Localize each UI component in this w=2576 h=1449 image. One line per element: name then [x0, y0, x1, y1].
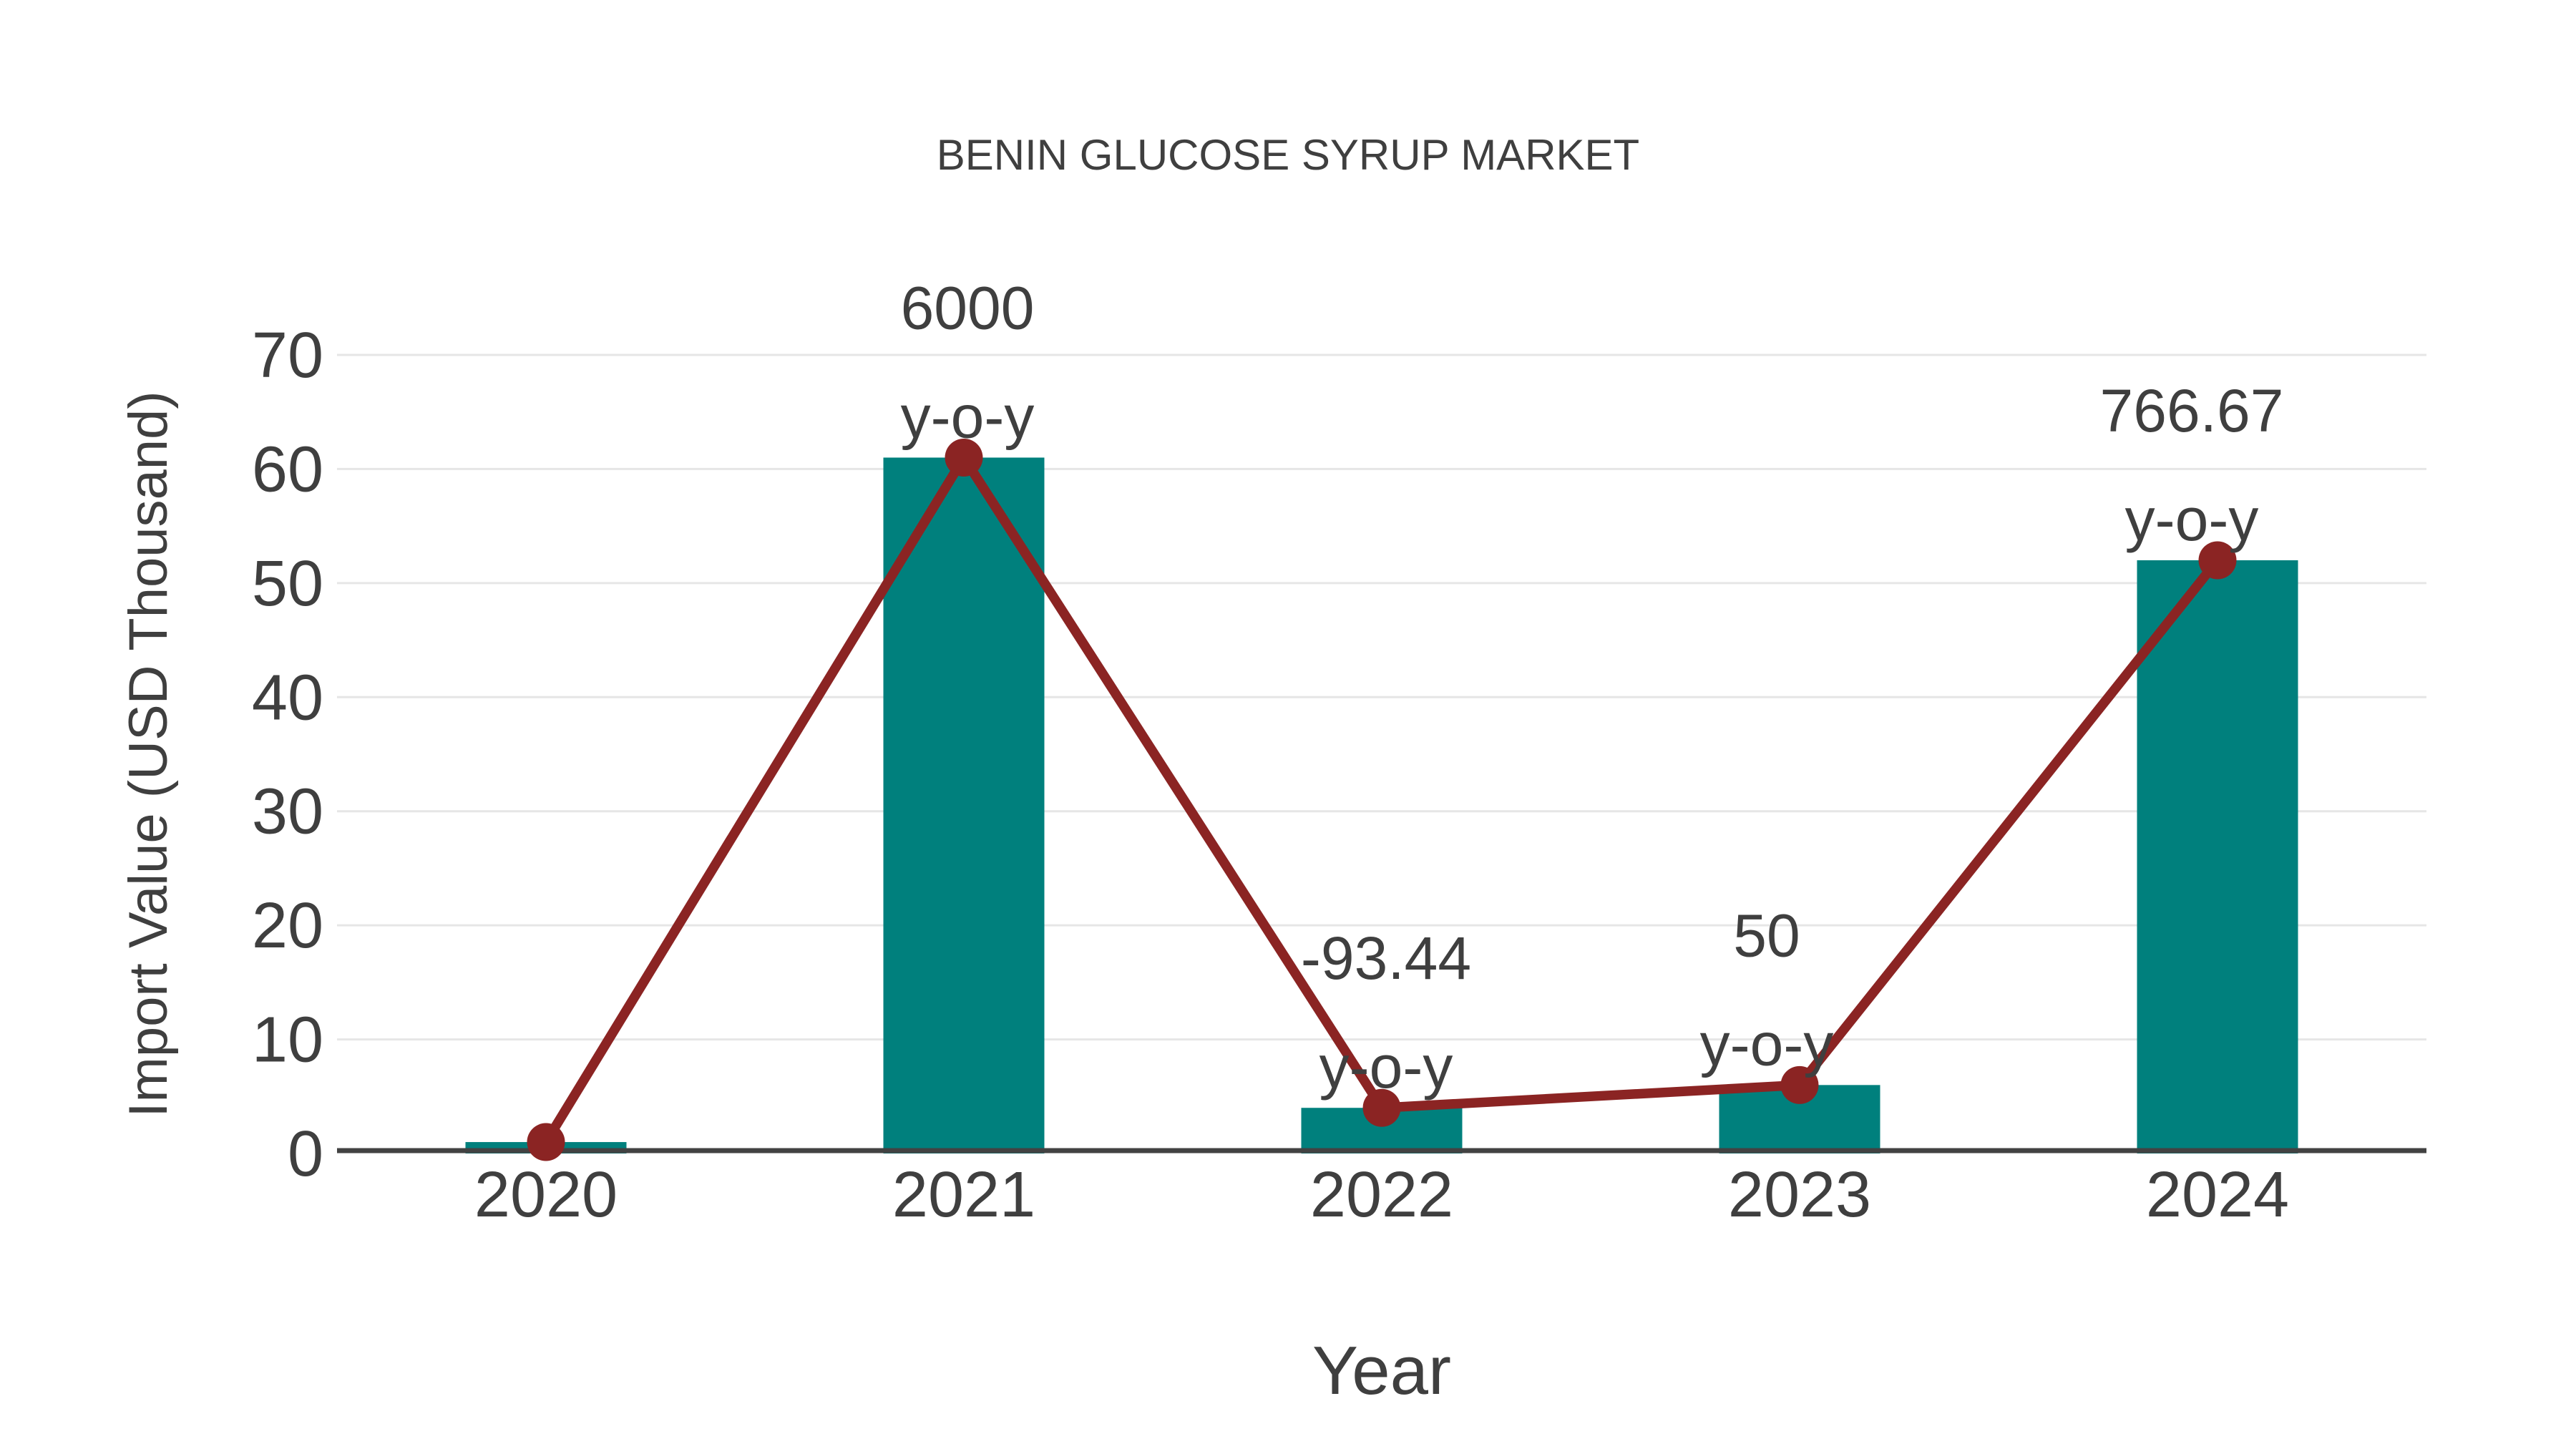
annotation-2024-label: y-o-y	[2125, 486, 2259, 553]
y-tick-labels: 0 10 20 30 40 50 60 70	[252, 320, 323, 1190]
x-tick-labels: 2020 2021 2022 2023 2024	[474, 1159, 2289, 1231]
marker-2022	[1362, 1088, 1401, 1127]
annotation-2022-label: y-o-y	[1319, 1033, 1453, 1101]
y-tick-0: 0	[288, 1118, 323, 1190]
gridlines	[337, 353, 2426, 1041]
line-series	[527, 438, 2237, 1161]
y-tick-70: 70	[252, 320, 323, 391]
annotation-2022-value: -93.44	[1301, 924, 1471, 992]
y-axis-title: Import Value (USD Thousand)	[118, 391, 179, 1117]
marker-2021	[945, 438, 983, 477]
y-tick-10: 10	[252, 1005, 323, 1076]
x-tick-2022: 2022	[1310, 1159, 1453, 1231]
bar-2024	[2137, 560, 2298, 1153]
marker-2024	[2198, 541, 2237, 580]
annotation-2023-label: y-o-y	[1700, 1010, 1834, 1078]
bar-series	[465, 457, 2298, 1153]
marker-2023	[1780, 1065, 1819, 1104]
annotation-2023-value: 50	[1733, 902, 1800, 969]
annotation-2021-value: 6000	[901, 274, 1035, 341]
annotations: 6000 y-o-y -93.44 y-o-y 50 y-o-y 766.67 y-o-y	[901, 274, 2284, 1101]
x-tick-2021: 2021	[892, 1159, 1035, 1231]
y-tick-40: 40	[252, 662, 323, 733]
annotation-2024-value: 766.67	[2100, 377, 2284, 444]
x-tick-2024: 2024	[2146, 1159, 2289, 1231]
x-tick-2023: 2023	[1728, 1159, 1871, 1231]
y-tick-60: 60	[252, 434, 323, 505]
y-tick-50: 50	[252, 548, 323, 620]
marker-2020	[527, 1123, 565, 1161]
bar-2021	[883, 457, 1045, 1153]
annotation-2021-label: y-o-y	[901, 383, 1035, 450]
chart-title: BENIN GLUCOSE SYRUP MARKET	[937, 131, 1639, 179]
y-tick-20: 20	[252, 890, 323, 962]
x-tick-2020: 2020	[474, 1159, 618, 1231]
y-tick-30: 30	[252, 776, 323, 848]
x-axis-title: Year	[1312, 1332, 1451, 1409]
